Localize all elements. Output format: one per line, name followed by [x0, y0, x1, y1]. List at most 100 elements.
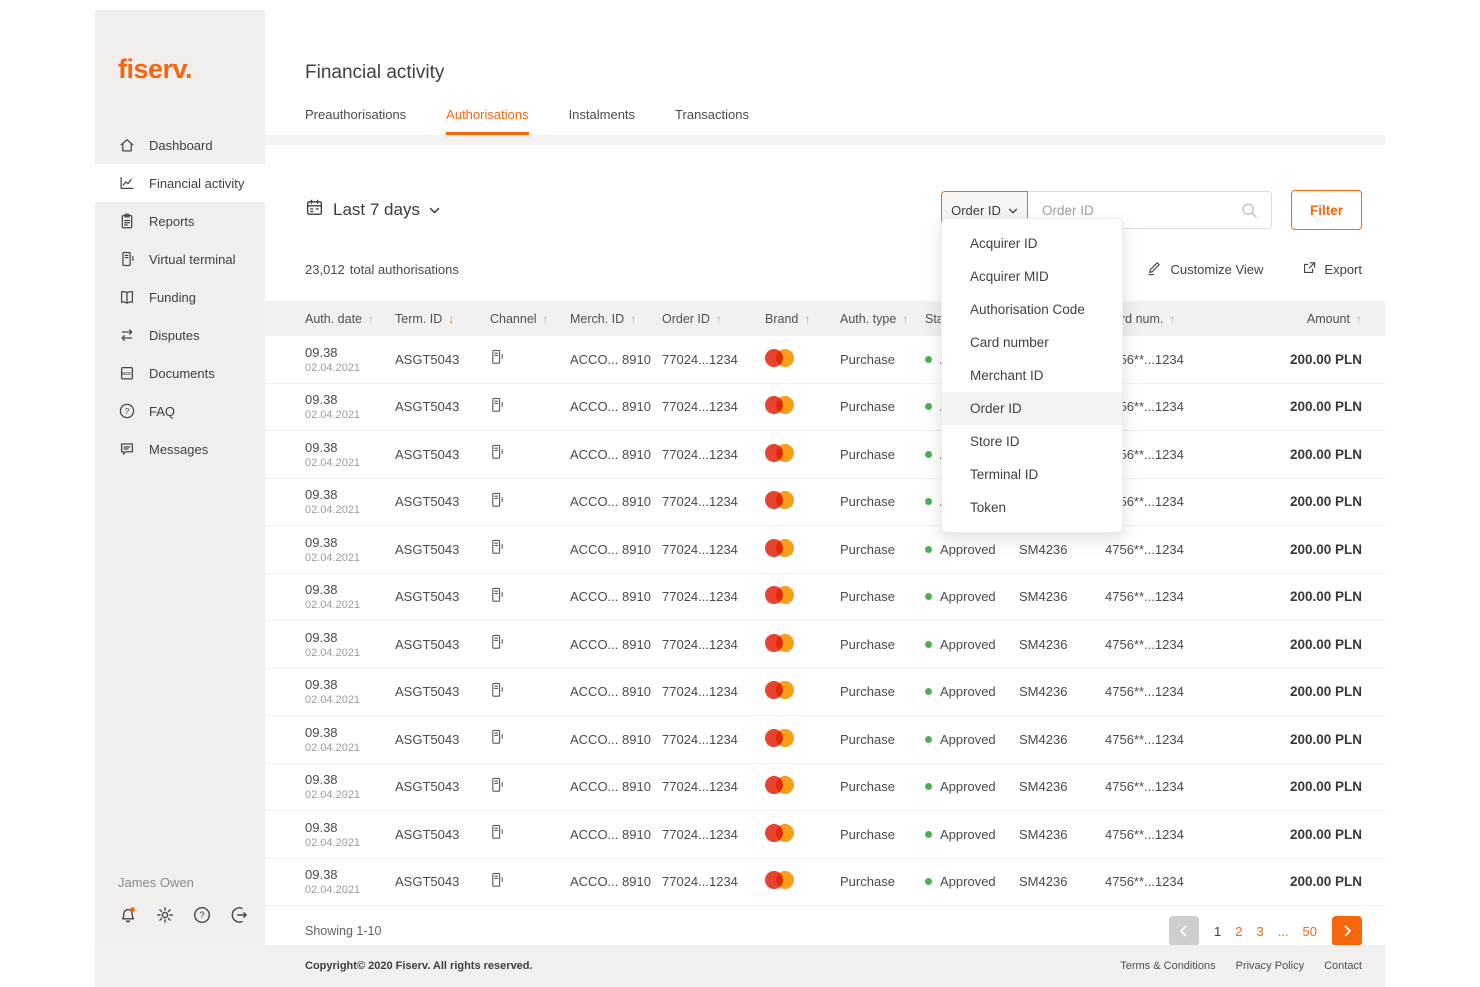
- page-number[interactable]: 2: [1235, 923, 1243, 939]
- status-cell: Approved: [925, 874, 1019, 889]
- table-row[interactable]: 09.38 02.04.2021 ASGT5043 ACCO... 8910 7…: [265, 858, 1385, 906]
- dropdown-item[interactable]: Merchant ID: [970, 368, 1044, 383]
- sidebar-item-financial-activity[interactable]: Financial activity: [95, 164, 265, 202]
- order-id-cell: 77024...1234: [662, 826, 738, 842]
- auth-time: 09.38: [305, 487, 338, 503]
- channel-cell: [490, 682, 570, 702]
- table-row[interactable]: 09.38 02.04.2021 ASGT5043 ACCO... 8910 7…: [265, 431, 1385, 479]
- table-row[interactable]: 09.38 02.04.2021 ASGT5043 ACCO... 8910 7…: [265, 811, 1385, 859]
- filter-button[interactable]: Filter: [1291, 190, 1362, 230]
- card-number-cell: 4756**...1234: [1105, 779, 1184, 795]
- column-header[interactable]: Auth. date: [305, 312, 395, 326]
- column-header[interactable]: Card num.: [1105, 312, 1235, 326]
- column-header[interactable]: Amount: [1235, 312, 1362, 326]
- table-row[interactable]: 09.38 02.04.2021 ASGT5043 ACCO... 8910 7…: [265, 573, 1385, 621]
- dropdown-item[interactable]: Terminal ID: [970, 467, 1039, 482]
- tab[interactable]: Transactions: [675, 107, 749, 122]
- table-row[interactable]: 09.38 02.04.2021 ASGT5043 ACCO... 8910 7…: [265, 526, 1385, 574]
- order-id-cell: 77024...1234: [662, 351, 738, 367]
- tab[interactable]: Preauthorisations: [305, 107, 407, 122]
- tab[interactable]: Instalments: [568, 107, 636, 122]
- dropdown-item[interactable]: Authorisation Code: [970, 302, 1085, 317]
- sidebar-item-faq[interactable]: ? FAQ: [95, 392, 265, 430]
- table-row[interactable]: 09.38 02.04.2021 ASGT5043 ACCO... 8910 7…: [265, 668, 1385, 716]
- table-row[interactable]: 09.38 02.04.2021 ASGT5043 ACCO... 8910 7…: [265, 383, 1385, 431]
- pos-terminal-icon: [490, 539, 505, 556]
- footer-link[interactable]: Privacy Policy: [1235, 960, 1305, 972]
- tab[interactable]: Authorisations: [446, 107, 529, 135]
- status-label: Approved: [940, 826, 996, 842]
- dropdown-item[interactable]: Token: [970, 500, 1007, 515]
- column-header[interactable]: Order ID: [662, 312, 765, 326]
- table-row[interactable]: 09.38 02.04.2021 ASGT5043 ACCO... 8910 7…: [265, 716, 1385, 764]
- column-header[interactable]: Merch. ID: [570, 312, 662, 326]
- export-button[interactable]: Export: [1301, 260, 1362, 279]
- dropdown-item[interactable]: Acquirer MID: [970, 269, 1049, 284]
- status-label: Approved: [940, 589, 996, 605]
- auth-date: 02.04.2021: [305, 599, 361, 612]
- column-header[interactable]: Brand: [765, 312, 840, 326]
- dropdown-item[interactable]: Store ID: [970, 434, 1020, 449]
- brand-cell: [765, 396, 840, 417]
- page-number[interactable]: ...: [1277, 923, 1289, 939]
- table-row[interactable]: 09.38 02.04.2021 ASGT5043 ACCO... 8910 7…: [265, 763, 1385, 811]
- chevron-down-icon: [429, 200, 440, 220]
- page-number[interactable]: 1: [1213, 923, 1222, 939]
- table-row[interactable]: 09.38 02.04.2021 ASGT5043 ACCO... 8910 7…: [265, 621, 1385, 669]
- auth-time: 09.38: [305, 629, 338, 645]
- dropdown-item[interactable]: Card number: [970, 335, 1049, 350]
- dropdown-item[interactable]: Acquirer ID: [970, 236, 1038, 251]
- amount-cell: 200.00 PLN: [1289, 779, 1362, 795]
- channel-cell: [490, 349, 570, 369]
- footer-link[interactable]: Terms & Conditions: [1120, 960, 1216, 972]
- auth-date: 02.04.2021: [305, 361, 361, 374]
- mastercard-icon: [765, 443, 794, 462]
- customize-view-button[interactable]: Customize View: [1146, 259, 1263, 279]
- merchant-id-cell: ACCO... 8910: [570, 494, 651, 510]
- logout-icon[interactable]: [229, 905, 249, 925]
- sidebar-item-messages[interactable]: Messages: [95, 430, 265, 468]
- pos-terminal-icon: [490, 397, 505, 414]
- mastercard-icon: [765, 871, 794, 890]
- auth-time: 09.38: [305, 724, 338, 740]
- total-count-label: total authorisations: [349, 261, 459, 277]
- auth-date: 02.04.2021: [305, 646, 361, 659]
- settings-gear-icon[interactable]: [155, 905, 175, 925]
- total-count: 23,012 total authorisations: [305, 262, 459, 277]
- table-row[interactable]: 09.38 02.04.2021 ASGT5043 ACCO... 8910 7…: [265, 336, 1385, 384]
- status-cell: Approved: [925, 732, 1019, 747]
- help-icon[interactable]: ?: [192, 905, 212, 925]
- dropdown-item[interactable]: Order ID: [942, 392, 1122, 425]
- sidebar-item-funding[interactable]: Funding: [95, 278, 265, 316]
- table-header: Auth. date Term. ID Channel Merc: [265, 301, 1385, 336]
- column-header[interactable]: Channel: [490, 312, 570, 326]
- column-header[interactable]: Auth. type: [840, 312, 925, 326]
- previous-page-button[interactable]: [1168, 916, 1199, 946]
- column-label: Auth. date: [305, 311, 362, 326]
- transfer-arrows-icon: [118, 326, 136, 344]
- copyright: Copyright© 2020 Fiserv. All rights reser…: [305, 960, 533, 972]
- main-content: Financial activity Preauthorisations Aut…: [265, 10, 1385, 946]
- date-range-filter[interactable]: Last 7 days: [305, 198, 440, 222]
- footer-link[interactable]: Contact: [1324, 960, 1362, 972]
- page-number[interactable]: 50: [1302, 923, 1317, 939]
- mastercard-icon: [765, 776, 794, 795]
- brand-cell: [765, 348, 840, 370]
- pencil-icon: [1146, 259, 1163, 279]
- sidebar-item-virtual-terminal[interactable]: Virtual terminal: [95, 240, 265, 278]
- column-label: Brand: [765, 311, 799, 326]
- sidebar-item-dashboard[interactable]: Dashboard: [95, 126, 265, 164]
- sidebar-item-reports[interactable]: Reports: [95, 202, 265, 240]
- next-page-button[interactable]: [1332, 916, 1362, 946]
- sidebar-item-documents[interactable]: DOC Documents: [95, 354, 265, 392]
- search-input[interactable]: [1028, 202, 1271, 218]
- sort-arrow-icon: [543, 312, 549, 326]
- sidebar-item-disputes[interactable]: Disputes: [95, 316, 265, 354]
- column-header[interactable]: Term. ID: [395, 312, 490, 326]
- status-dot-icon: [925, 593, 932, 601]
- notification-bell-icon[interactable]: [118, 905, 138, 925]
- table-row[interactable]: 09.38 02.04.2021 ASGT5043 ACCO... 8910 7…: [265, 478, 1385, 526]
- channel-cell: [490, 444, 570, 464]
- column-label: Channel: [490, 311, 537, 326]
- page-number[interactable]: 3: [1256, 923, 1264, 939]
